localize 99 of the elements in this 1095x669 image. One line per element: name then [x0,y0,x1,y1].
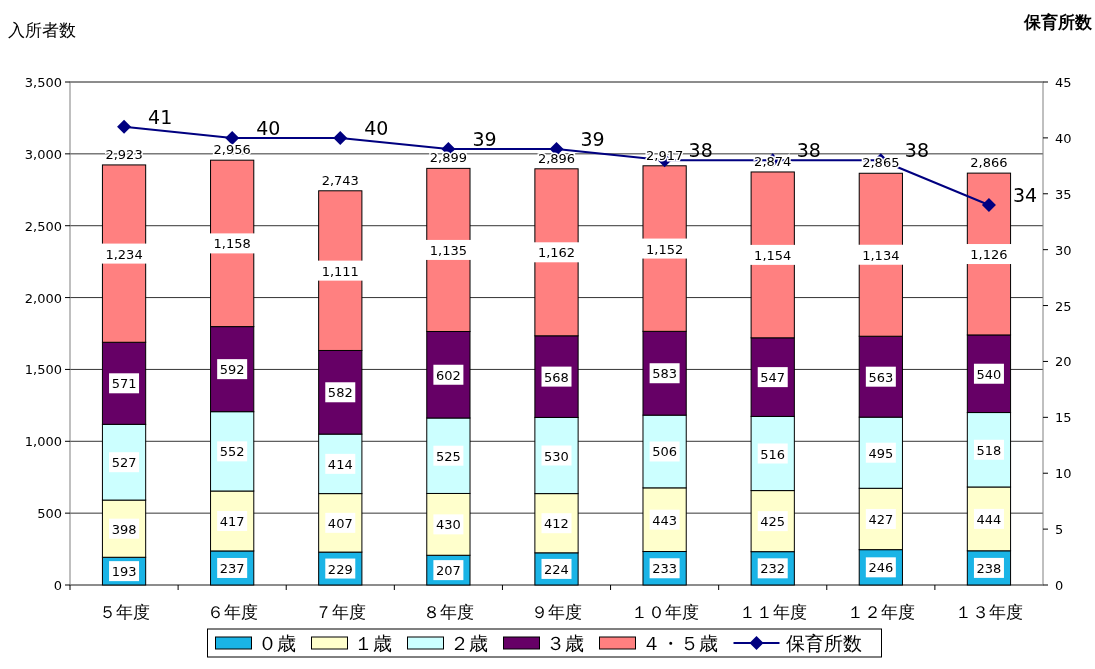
x-tick-label: １０年度 [630,602,699,622]
y2-tick-label: 30 [1055,242,1072,258]
y-axis-title: 入所者数 [8,20,76,40]
data-label: 34 [1012,183,1038,206]
data-label: 238 [976,560,1002,576]
data-label: 39 [472,128,497,151]
data-label: 233 [652,561,678,577]
legend-label: ２歳 [449,632,488,654]
data-label: 229 [327,561,353,577]
data-label: 407 [327,515,353,531]
total-label: 2,866 [970,155,1008,171]
total-label: 2,899 [429,150,467,166]
point [117,119,132,134]
data-label: 1,162 [537,245,576,261]
y2-tick-label: 40 [1055,130,1072,146]
data-label: 246 [868,560,894,576]
data-label: 38 [904,139,930,162]
legend-label: 保育所数 [785,632,862,654]
data-label: 506 [652,444,678,460]
data-label: 40 [256,116,281,139]
total-label: 2,956 [213,142,251,158]
data-label: 527 [111,455,137,471]
point [981,197,996,212]
data-label: 417 [219,513,245,529]
total-label: 2,896 [537,150,576,166]
data-label: 398 [111,521,137,537]
y-tick-label: 500 [37,506,62,522]
data-label: 540 [976,366,1002,382]
x-tick-label: ８年度 [422,602,474,622]
y2-axis-title: 保育所数 [1023,12,1093,32]
data-label: 38 [796,139,821,162]
data-label: 425 [760,514,786,530]
data-label: 1,126 [970,247,1008,263]
data-label: 583 [652,366,678,382]
y2-tick-label: 25 [1055,298,1072,314]
point [225,130,240,145]
data-label: 1,134 [862,247,900,263]
y-tick-label: 3,000 [24,146,62,162]
legend-label: ４・５歳 [641,632,718,654]
x-tick-label: ６年度 [206,602,258,622]
data-label: 571 [111,376,137,392]
x-tick-label: １１年度 [738,602,807,622]
data-label: 568 [544,369,569,385]
y2-tick-label: 10 [1055,466,1072,482]
data-label: 1,234 [105,246,143,262]
data-label: 40 [364,116,389,139]
y-tick-label: 2,500 [24,218,62,234]
data-label: 41 [148,105,173,128]
x-tick-label: ７年度 [314,602,366,622]
y-tick-label: 1,500 [24,362,62,378]
y-tick-label: 2,000 [24,290,62,306]
data-label: 193 [111,564,137,580]
y2-tick-label: 0 [1055,578,1064,593]
y2-tick-label: 5 [1055,522,1064,538]
data-label: 237 [219,560,245,576]
legend-label: ３歳 [545,632,584,654]
y-tick-label: 3,500 [24,75,62,90]
data-label: 602 [435,367,461,383]
data-label: 1,135 [429,242,467,258]
legend-label: １歳 [353,632,392,654]
data-label: 530 [544,448,569,464]
y2-tick-label: 20 [1055,354,1072,370]
data-label: 414 [327,456,353,472]
data-label: 516 [760,446,786,462]
data-label: 430 [435,517,461,533]
data-label: 443 [652,512,678,528]
data-label: 427 [868,511,894,527]
data-label: 412 [544,516,569,532]
point [333,130,348,145]
y-tick-label: 0 [53,578,62,593]
data-label: 525 [435,448,461,464]
x-tick-label: ５年度 [98,602,150,622]
total-label: 2,743 [321,172,359,188]
data-label: 232 [760,561,786,577]
data-label: 547 [760,370,786,386]
data-label: 444 [976,511,1002,527]
y2-tick-label: 35 [1055,186,1072,202]
data-label: 582 [327,385,353,401]
x-tick-label: ９年度 [531,602,582,622]
data-label: 207 [435,563,461,579]
data-label: 1,152 [646,241,684,257]
data-label: 592 [219,362,245,378]
data-label: 1,158 [213,236,251,252]
data-label: 495 [868,445,894,461]
data-label: 518 [976,442,1002,458]
x-tick-label: １３年度 [954,602,1023,622]
y-tick-label: 1,000 [24,434,62,450]
data-label: 38 [688,139,713,162]
data-label: 1,111 [321,263,359,279]
data-label: 224 [544,561,569,577]
total-label: 2,923 [105,146,143,162]
y2-tick-label: 15 [1055,410,1072,426]
x-tick-label: １２年度 [846,602,915,622]
data-label: 563 [868,369,894,385]
data-label: 1,154 [754,247,792,263]
y2-tick-label: 45 [1055,75,1072,90]
data-label: 39 [580,128,605,151]
legend-label: ０歳 [257,632,296,654]
data-label: 552 [219,444,245,460]
